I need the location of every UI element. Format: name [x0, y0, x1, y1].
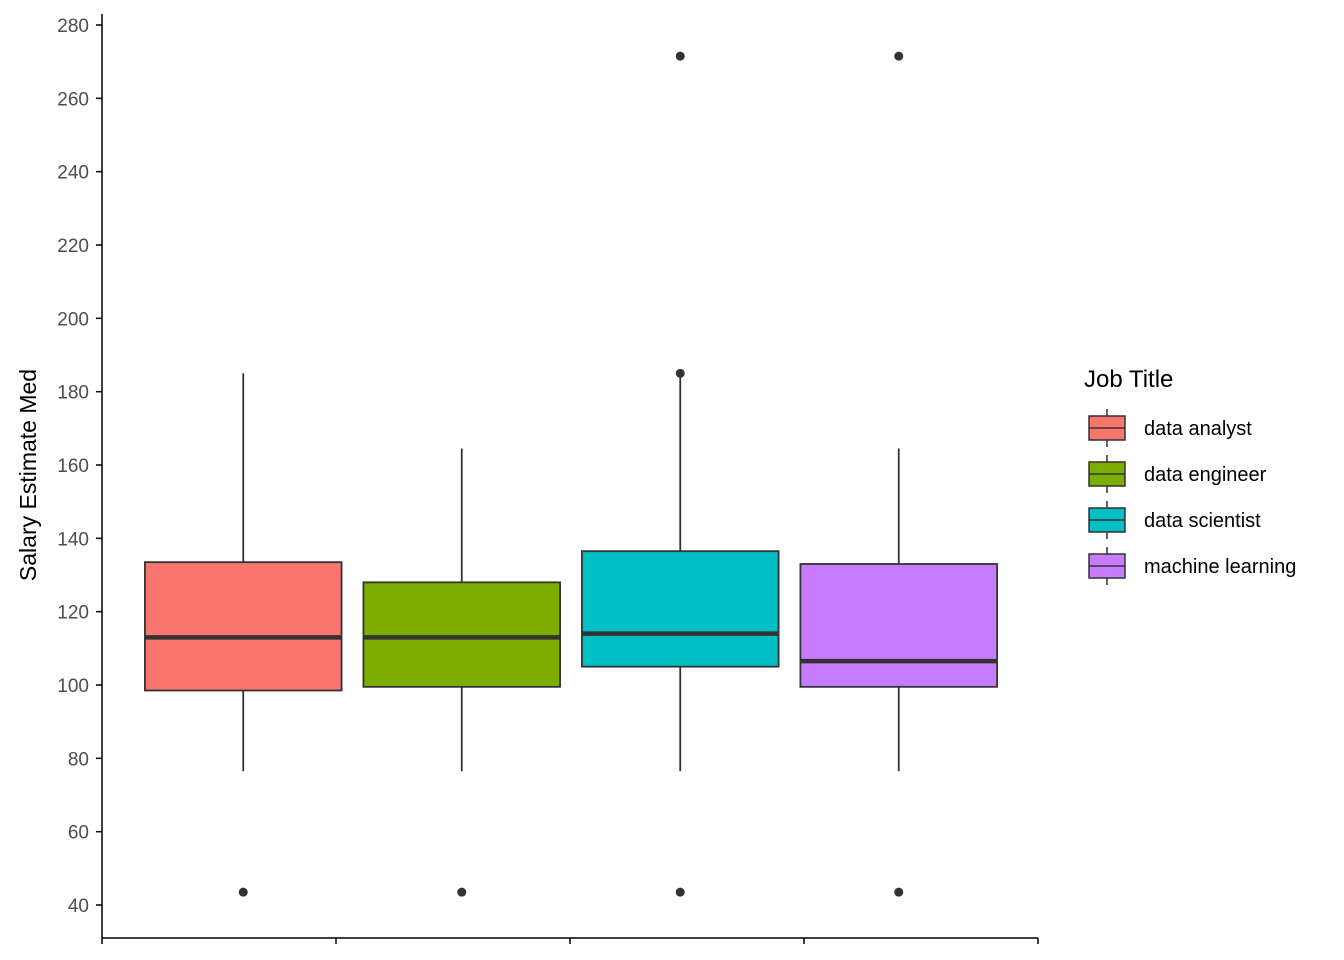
outlier-point [894, 887, 904, 897]
outlier-point [675, 51, 685, 61]
outlier-point [675, 887, 685, 897]
iqr-box [362, 581, 561, 688]
iqr-box [144, 561, 343, 692]
outlier-point [457, 887, 467, 897]
legend-item-machine-learning: machine learning [1088, 547, 1296, 585]
outlier-point [238, 887, 248, 897]
box-data-engineer [362, 448, 561, 897]
legend-label: machine learning [1144, 556, 1296, 578]
legend-title: Job Title [1084, 366, 1173, 393]
legend-label: data analyst [1144, 418, 1252, 440]
legend-item-data-analyst: data analyst [1088, 409, 1252, 447]
y-axis: 40 60 80 100 120 140 160 180 200 220 240 260 280 [57, 14, 103, 938]
y-tick-label: 280 [57, 16, 89, 37]
y-tick-label: 260 [57, 89, 89, 110]
iqr-box [799, 563, 998, 688]
y-tick-label: 240 [57, 163, 89, 184]
x-axis [101, 937, 1039, 944]
y-tick-label: 120 [57, 603, 89, 624]
y-tick-label: 160 [57, 456, 89, 477]
box-machine-learning [799, 51, 998, 897]
y-tick-label: 200 [57, 309, 89, 330]
iqr-box [581, 550, 780, 668]
legend: Job Title data analyst data engineer data … [1084, 366, 1296, 585]
y-tick-label: 40 [68, 896, 89, 917]
legend-item-data-engineer: data engineer [1088, 455, 1267, 493]
box-data-analyst [144, 373, 343, 897]
y-axis-title: Salary Estimate Med [15, 369, 41, 581]
legend-label: data engineer [1144, 464, 1267, 486]
boxes [144, 51, 998, 897]
box-data-scientist [581, 51, 780, 897]
y-tick-label: 100 [57, 676, 89, 697]
y-tick-label: 220 [57, 236, 89, 257]
legend-item-data-scientist: data scientist [1088, 501, 1261, 539]
y-tick-label: 180 [57, 383, 89, 404]
outlier-point [675, 368, 685, 378]
y-tick-label: 80 [68, 749, 89, 770]
y-tick-label: 60 [68, 823, 89, 844]
y-tick-label: 140 [57, 529, 89, 550]
outlier-point [894, 51, 904, 61]
legend-label: data scientist [1144, 510, 1261, 532]
